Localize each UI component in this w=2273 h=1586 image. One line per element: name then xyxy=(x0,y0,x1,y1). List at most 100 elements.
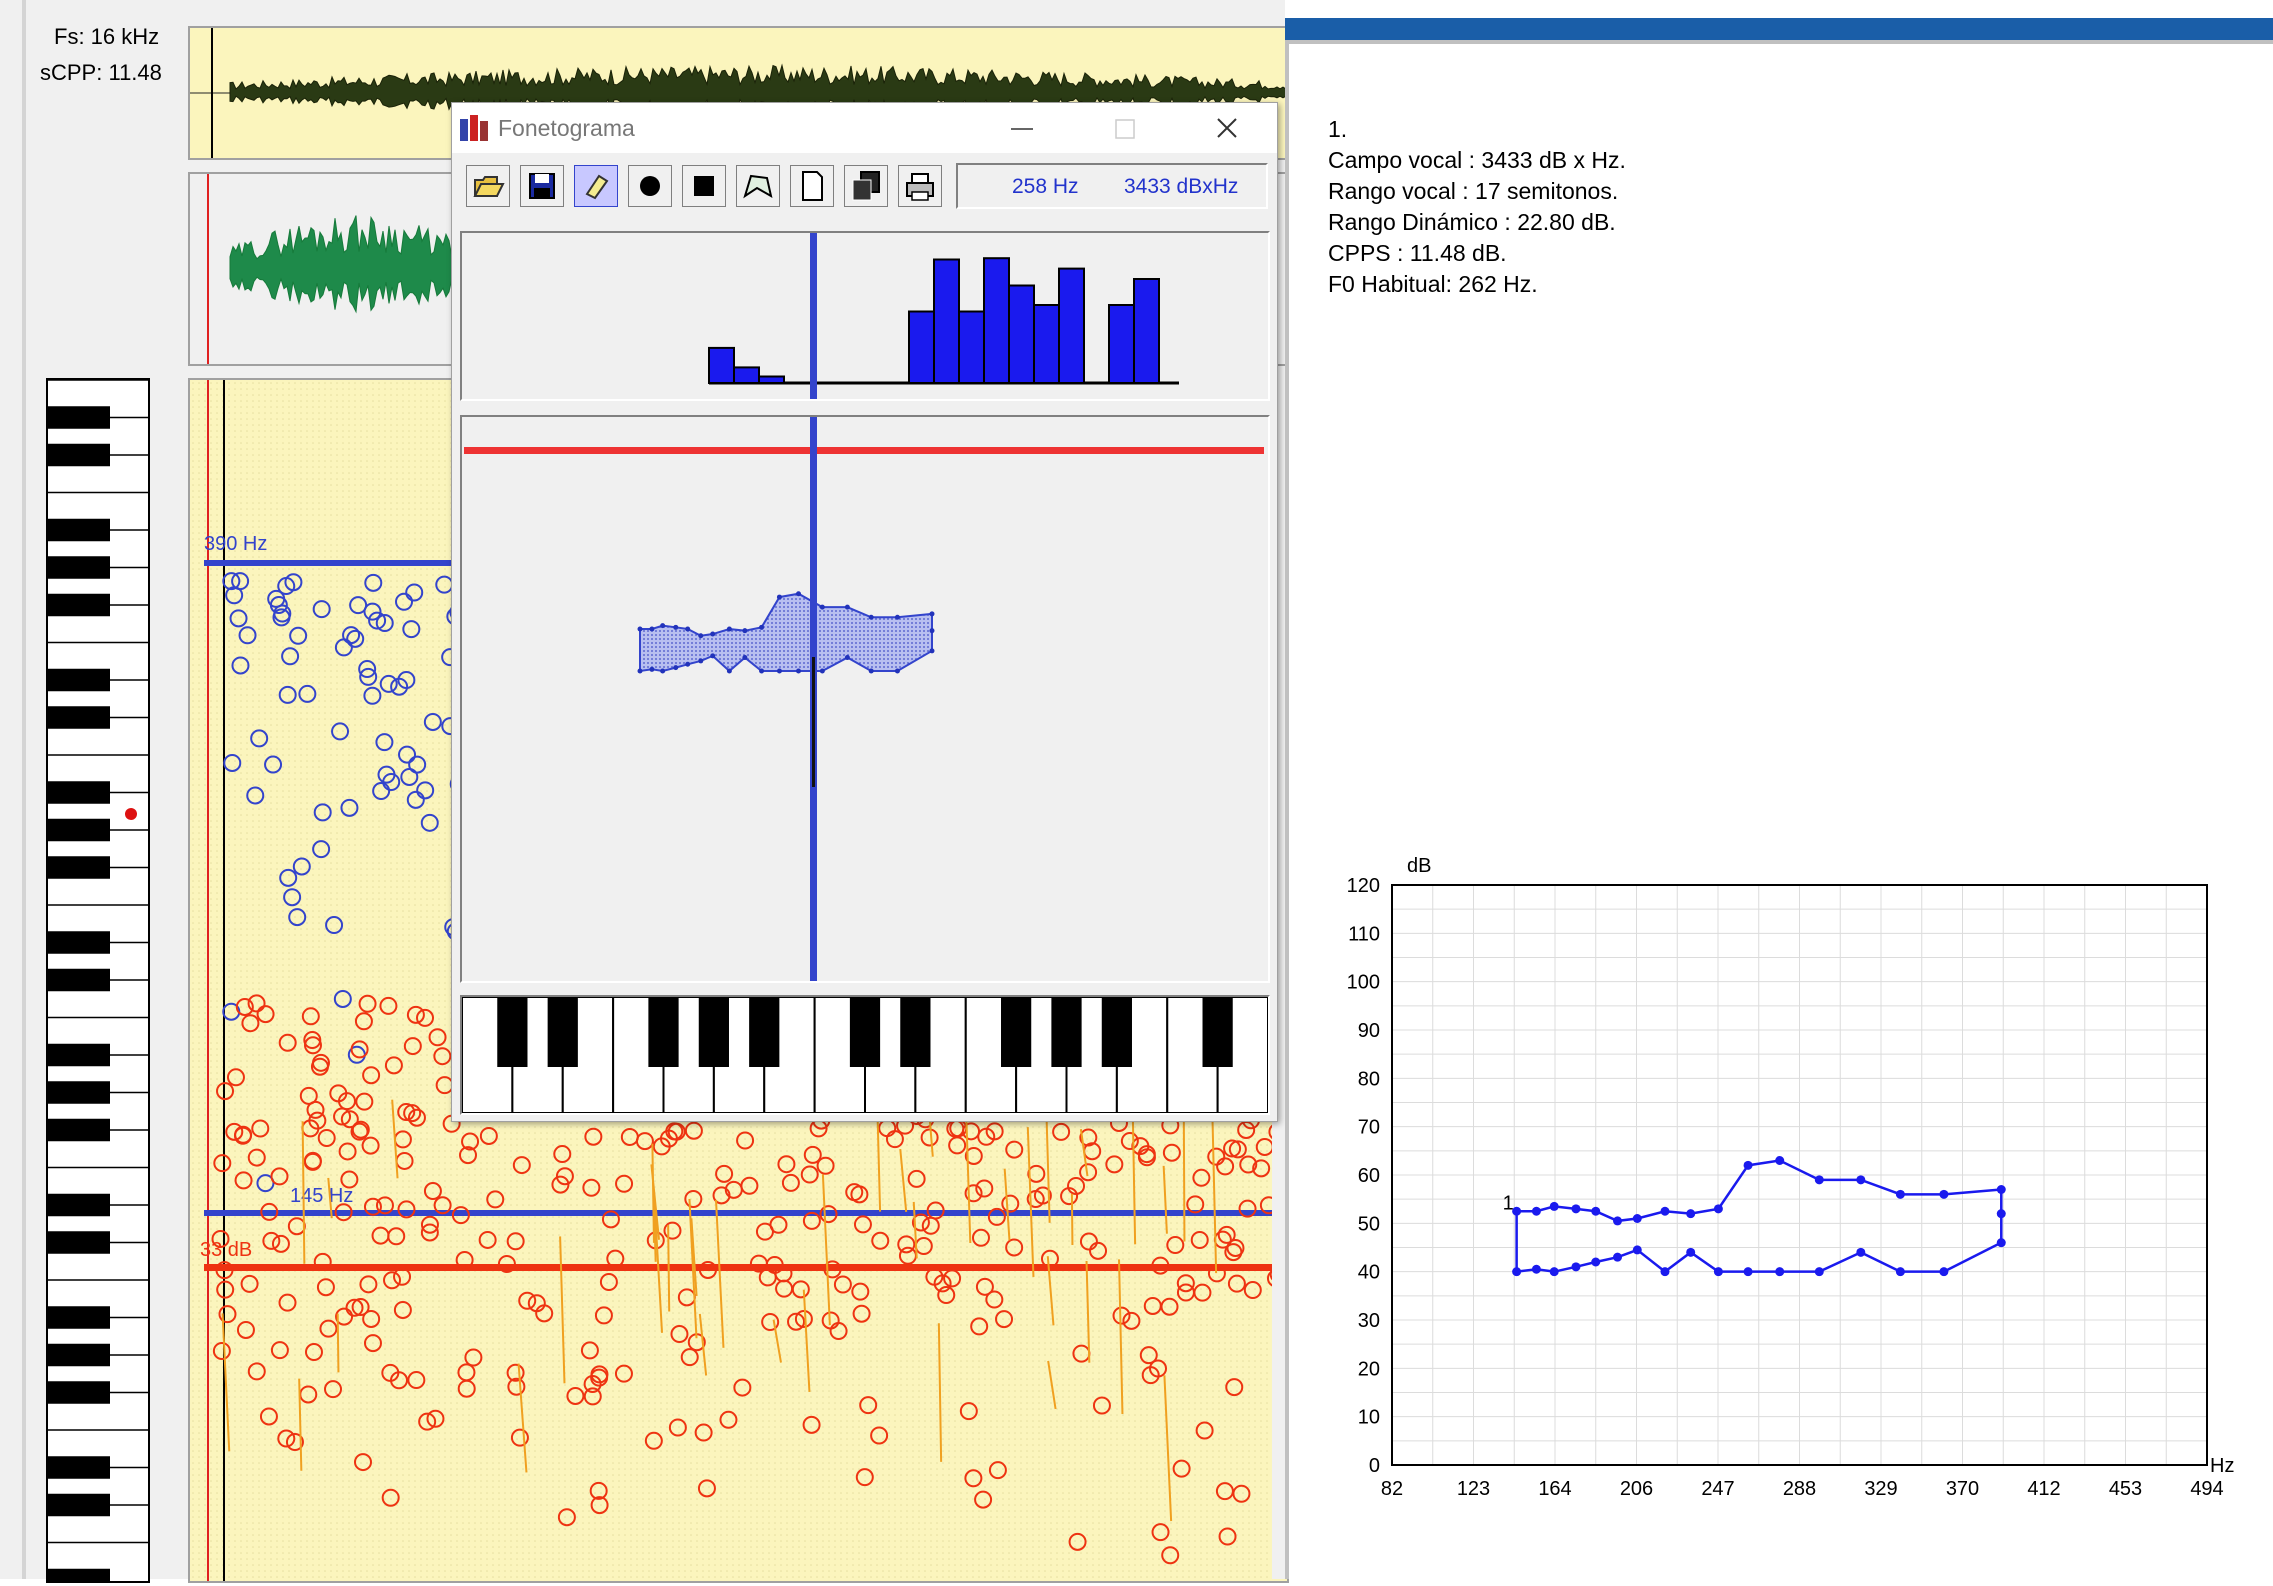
black-key xyxy=(698,997,729,1067)
vrp-point xyxy=(1996,1238,2006,1248)
intensity-point xyxy=(943,1269,962,1288)
intensity-point xyxy=(663,1221,682,1240)
intensity-point xyxy=(988,1461,1007,1480)
open-icon xyxy=(473,176,505,197)
intensity-point xyxy=(1161,1546,1180,1565)
vrp-point xyxy=(1613,1216,1623,1226)
phonetogram-point xyxy=(710,631,716,637)
intensity-point xyxy=(379,996,398,1015)
phonetogram-point xyxy=(796,668,802,674)
black-key xyxy=(48,1231,110,1254)
square-tool-button[interactable] xyxy=(682,165,726,207)
f0-point xyxy=(277,577,296,596)
f0-point xyxy=(340,798,359,817)
eraser-button[interactable] xyxy=(574,165,618,207)
f0-point xyxy=(363,686,382,705)
intensity-point xyxy=(317,1128,336,1147)
vrp-point xyxy=(1713,1204,1723,1214)
y-tick-label: 110 xyxy=(1348,923,1380,945)
horizontal-piano[interactable] xyxy=(460,995,1270,1115)
intensity-point xyxy=(1227,1274,1246,1293)
intensity-point xyxy=(684,1121,703,1140)
intensity-point xyxy=(350,1122,369,1141)
report-frame-top xyxy=(1285,40,2273,44)
intensity-point xyxy=(1105,1155,1124,1174)
polygon-tool-button[interactable] xyxy=(736,165,780,207)
intensity-point xyxy=(761,1312,780,1331)
orange-trace xyxy=(1131,1117,1137,1245)
intensity-point xyxy=(975,1179,994,1198)
intensity-point xyxy=(1033,1186,1052,1205)
intensity-point xyxy=(518,1291,537,1310)
f0-point xyxy=(222,572,241,591)
intensity-point xyxy=(1218,1527,1237,1546)
x-tick-label: 412 xyxy=(2027,1478,2060,1500)
intensity-point xyxy=(1239,1155,1258,1174)
print-button[interactable] xyxy=(898,165,942,207)
open-button[interactable] xyxy=(466,165,510,207)
phonetogram-point xyxy=(742,655,748,661)
intensity-point xyxy=(1068,1532,1087,1551)
marker-33-label: 33 dB xyxy=(200,1239,252,1261)
f0-point xyxy=(246,786,265,805)
y-tick-label: 0 xyxy=(1369,1455,1380,1477)
phonetogram-point xyxy=(637,668,643,674)
f0-point xyxy=(364,573,383,592)
intensity-point xyxy=(510,1428,529,1447)
intensity-point xyxy=(420,1215,439,1234)
orange-trace xyxy=(653,1206,664,1333)
vrp-point xyxy=(1856,1247,1866,1257)
save-button[interactable] xyxy=(520,165,564,207)
report-campo-vocal: Campo vocal : 3433 dB x Hz. xyxy=(1328,147,1626,173)
histogram-bar xyxy=(733,366,760,384)
phonetogram-point xyxy=(726,668,732,674)
f0-point xyxy=(375,733,394,752)
intensity-point xyxy=(1149,1359,1168,1378)
intensity-point xyxy=(769,1215,788,1234)
intensity-point xyxy=(589,1481,608,1500)
intensity-point xyxy=(1122,1311,1141,1330)
intensity-point xyxy=(285,1433,304,1452)
intensity-point xyxy=(329,1084,348,1103)
copy-button[interactable] xyxy=(844,165,888,207)
minimize-icon[interactable] xyxy=(1007,117,1037,141)
dot-tool-button[interactable] xyxy=(628,165,672,207)
close-icon[interactable] xyxy=(1212,115,1242,143)
phonetogram-point xyxy=(776,668,782,674)
phonetogram-panel[interactable] xyxy=(460,415,1270,983)
intensity-point xyxy=(684,1189,703,1208)
fonetograma-window[interactable]: Fonetograma xyxy=(451,102,1278,1122)
intensity-point xyxy=(358,994,377,1013)
black-key xyxy=(497,997,528,1067)
y-tick-label: 120 xyxy=(1347,875,1380,897)
intensity-point xyxy=(416,1008,435,1027)
intensity-point xyxy=(319,1319,338,1338)
orange-trace xyxy=(1045,1102,1051,1223)
report-titlebar[interactable] xyxy=(1285,18,2273,40)
intensity-point xyxy=(1079,1128,1098,1147)
intensity-point xyxy=(361,1136,380,1155)
intensity-point xyxy=(363,1197,382,1216)
intensity-point xyxy=(871,1231,890,1250)
phonetogram-point xyxy=(759,668,765,674)
y-tick-label: 60 xyxy=(1358,1165,1380,1187)
orange-trace xyxy=(772,1319,782,1363)
intensity-point xyxy=(606,1249,625,1268)
intensity-point xyxy=(1195,1421,1214,1440)
maximize-icon[interactable] xyxy=(1110,117,1140,141)
orange-trace xyxy=(1211,1120,1218,1274)
phonetogram-point xyxy=(776,594,782,600)
black-key xyxy=(48,1493,110,1517)
intensity-point xyxy=(833,1275,852,1294)
series-label: 1 xyxy=(1503,1192,1514,1214)
orange-trace xyxy=(899,1148,908,1212)
vertical-piano[interactable] xyxy=(46,378,150,1586)
orange-trace xyxy=(1047,1360,1057,1410)
intensity-point xyxy=(303,1036,322,1055)
intensity-point xyxy=(225,1122,244,1141)
intensity-point xyxy=(354,1012,373,1031)
fonetograma-titlebar[interactable]: Fonetograma xyxy=(452,103,1277,153)
intensity-point xyxy=(1166,1236,1185,1255)
intensity-point xyxy=(1192,1168,1211,1187)
new-page-button[interactable] xyxy=(790,165,834,207)
